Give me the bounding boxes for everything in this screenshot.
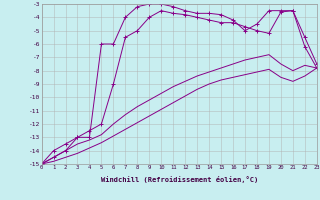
X-axis label: Windchill (Refroidissement éolien,°C): Windchill (Refroidissement éolien,°C)	[100, 176, 258, 183]
